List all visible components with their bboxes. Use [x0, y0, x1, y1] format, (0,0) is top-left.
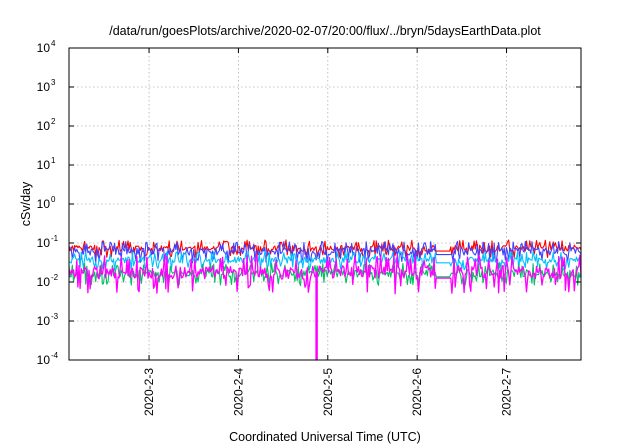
y-tick-label: 10 — [37, 158, 51, 172]
x-axis: 2020-2-3 2020-2-4 2020-2-5 2020-2-6 2020-2-7 — [142, 48, 514, 416]
y-tick-label: 10 — [37, 275, 51, 289]
y-tick-label: 10 — [37, 197, 51, 211]
y-tick-label: 10 — [37, 80, 51, 94]
y-tick-exponent: 3 — [51, 78, 56, 87]
x-tick-label: 2020-2-7 — [500, 368, 514, 416]
data-series — [68, 239, 582, 361]
y-axis-label: cSv/day — [19, 181, 33, 226]
x-tick-label: 2020-2-5 — [321, 368, 335, 416]
series-line — [68, 254, 582, 361]
y-tick-exponent: -4 — [51, 351, 59, 360]
y-tick-exponent: 0 — [51, 195, 56, 204]
x-tick-label: 2020-2-4 — [231, 368, 245, 416]
y-tick-exponent: 1 — [51, 156, 56, 165]
y-tick-exponent: -1 — [51, 234, 59, 243]
y-tick-exponent: 4 — [51, 39, 56, 48]
y-tick-label: 10 — [37, 314, 51, 328]
series-line — [68, 251, 582, 271]
x-tick-label: 2020-2-3 — [142, 368, 156, 416]
y-tick-exponent: 2 — [51, 117, 56, 126]
y-tick-label: 10 — [37, 41, 51, 55]
y-tick-label: 10 — [37, 236, 51, 250]
grid — [69, 48, 581, 360]
x-tick-label: 2020-2-6 — [410, 368, 424, 416]
x-axis-label: Coordinated Universal Time (UTC) — [229, 430, 421, 444]
chart-title: /data/run/goesPlots/archive/2020-02-07/2… — [109, 24, 541, 38]
y-tick-exponent: -2 — [51, 273, 59, 282]
y-tick-exponent: -3 — [51, 312, 59, 321]
series-line — [68, 239, 582, 259]
y-tick-label: 10 — [37, 119, 51, 133]
y-tick-label: 10 — [37, 353, 51, 367]
